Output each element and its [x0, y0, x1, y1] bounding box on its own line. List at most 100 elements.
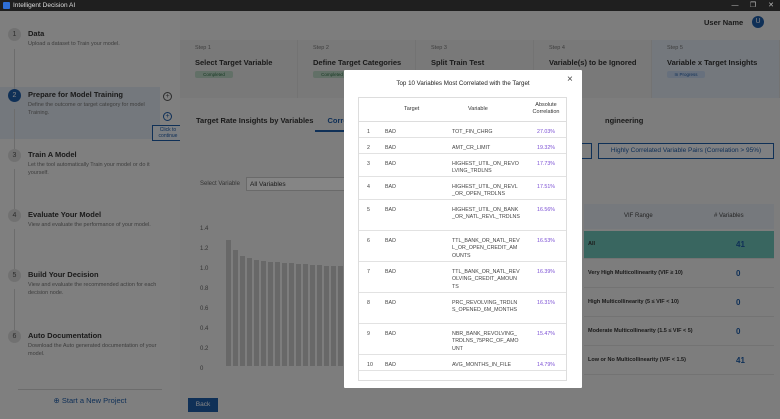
y-tick: 0.8 [200, 286, 209, 292]
vif-row-count: 0 [736, 269, 741, 278]
sidebar: 1 Data Upload a dataset to Train your mo… [0, 11, 184, 419]
chart-bar [226, 240, 231, 366]
tab-target-rate[interactable]: Target Rate Insights by Variables [196, 116, 314, 125]
vif-row-label: High Multicollinearity (5 ≤ VIF < 10) [588, 299, 679, 305]
step-number: 5 [8, 269, 21, 282]
new-project-button[interactable]: ⊕ Start a New Project [18, 389, 162, 405]
vif-row-count: 0 [736, 298, 741, 307]
vif-row-very-high[interactable]: Very High Multicollinearity (VIF ≥ 10) 0 [584, 260, 774, 288]
row-target: BAD [382, 121, 450, 138]
row-target: BAD [382, 137, 450, 154]
app-logo-icon [3, 2, 10, 9]
row-target: BAD [382, 261, 450, 293]
wizard-step-5[interactable]: Step 5 Variable x Target Insights In Pro… [652, 40, 780, 98]
row-target: BAD [382, 176, 450, 200]
step-number: 2 [8, 89, 21, 102]
minimize-button[interactable]: — [731, 2, 739, 9]
vif-row-count: 0 [736, 327, 741, 336]
maximize-button[interactable]: ❐ [749, 2, 757, 9]
wizard-step-1[interactable]: Step 1 Select Target Variable Completed [180, 40, 298, 98]
vif-row-low[interactable]: Low or No Multicollinearity (VIF < 1.5) … [584, 347, 774, 375]
row-variable: PRC_REVOLVING_TRDLNS_OPENED_6M_MONTHS [450, 292, 524, 324]
row-index: 8 [359, 292, 382, 324]
table-row: 3 BAD HIGHEST_UTIL_ON_REVOLVING_TRDLNS 17.7… [359, 153, 566, 177]
row-index: 9 [359, 323, 382, 355]
tab-correlation[interactable]: Correla [327, 116, 354, 125]
y-tick: 0.6 [200, 306, 209, 312]
modal-title: Top 10 Variables Most Correlated with th… [396, 80, 530, 87]
row-target: BAD [382, 199, 450, 231]
step-description: View and evaluate the recommended action… [28, 282, 157, 296]
chart-bar [261, 261, 266, 366]
step-connector [14, 109, 15, 155]
wizard-step-number: Step 4 [549, 45, 565, 51]
wizard-step-title: Define Target Categories [313, 58, 402, 67]
y-tick: 0 [200, 366, 204, 372]
wizard-step-number: Step 1 [195, 45, 211, 51]
continue-icon[interactable]: + [163, 112, 172, 121]
row-target: BAD [382, 230, 450, 262]
add-icon[interactable]: + [163, 92, 172, 101]
row-variable: AMT_CR_LIMIT [450, 137, 524, 154]
step-connector [14, 229, 15, 275]
row-correlation: 19.32% [524, 137, 566, 154]
chart-bar [247, 258, 252, 366]
vif-row-all[interactable]: All 41 [584, 231, 774, 259]
row-correlation: 17.73% [524, 153, 566, 177]
step-number: 6 [8, 330, 21, 343]
step-title: Train A Model [28, 150, 77, 159]
correlation-table[interactable]: Target Variable Absolute Correlation 1 BA… [358, 97, 567, 381]
row-correlation: 16.53% [524, 230, 566, 262]
top-variables-modal: Top 10 Variables Most Correlated with th… [344, 70, 582, 388]
step-description: Let the tool automatically Train your mo… [28, 162, 150, 176]
wizard-step-number: Step 5 [667, 45, 683, 51]
step-description: Upload a dataset to Train your model. [28, 41, 120, 47]
row-correlation: 16.56% [524, 199, 566, 231]
table-row: 7 BAD TTL_BANK_OR_NATL_REVOLVING_CREDIT_AM… [359, 261, 566, 293]
avatar[interactable]: U [752, 16, 764, 28]
table-row: 1 BAD TOT_FIN_CHRG 27.03% [359, 121, 566, 138]
step-description: Define the outcome or target category fo… [28, 102, 145, 116]
user-name: User Name [704, 18, 744, 27]
y-tick: 0.2 [200, 346, 209, 352]
highly-correlated-pairs-button[interactable]: Highly Correlated Variable Pairs (Correl… [598, 143, 774, 159]
row-index: 2 [359, 137, 382, 154]
vif-table-header: VIF Range # Variables [584, 204, 774, 229]
row-target: BAD [382, 292, 450, 324]
table-row: 2 BAD AMT_CR_LIMIT 19.32% [359, 137, 566, 154]
row-target: BAD [382, 323, 450, 355]
row-variable: HIGHEST_UTIL_ON_REVL_OR_OPEN_TRDLNS [450, 176, 524, 200]
chart-bar [289, 263, 294, 366]
close-window-button[interactable]: ✕ [768, 2, 774, 9]
vif-row-moderate[interactable]: Moderate Multicollinearity (1.5 ≤ VIF < … [584, 318, 774, 346]
column-header-target: Target [382, 98, 450, 122]
step-title: Data [28, 29, 45, 38]
vif-row-label: Low or No Multicollinearity (VIF < 1.5) [588, 357, 686, 363]
row-correlation: 16.39% [524, 261, 566, 293]
y-tick: 1.0 [200, 266, 209, 272]
chart-bar [240, 256, 245, 366]
plus-circle-icon: ⊕ [53, 396, 60, 405]
row-variable: TOT_FIN_CHRG [450, 121, 524, 138]
tab-feature-engineering[interactable]: ngineering [605, 116, 644, 125]
step-title: Evaluate Your Model [28, 210, 102, 219]
chart-bar [303, 264, 308, 366]
column-header-variable: Variable [450, 98, 524, 122]
tab-bar: Target Rate Insights by Variables Correl… [196, 116, 643, 125]
row-index: 1 [359, 121, 382, 138]
back-button[interactable]: Back [188, 398, 218, 412]
vif-row-high[interactable]: High Multicollinearity (5 ≤ VIF < 10) 0 [584, 289, 774, 317]
chart-bar [317, 265, 322, 366]
active-step-highlight [0, 87, 160, 139]
close-icon[interactable]: × [567, 74, 573, 85]
table-header-row: Target Variable Absolute Correlation [359, 98, 566, 122]
select-variable-dropdown[interactable]: All Variables [246, 177, 356, 191]
wizard-step-number: Step 3 [431, 45, 447, 51]
row-target: BAD [382, 354, 450, 371]
step-number: 4 [8, 209, 21, 222]
row-index: 3 [359, 153, 382, 177]
step-title: Auto Documentation [28, 331, 102, 340]
y-tick: 1.2 [200, 246, 209, 252]
vif-row-label: Very High Multicollinearity (VIF ≥ 10) [588, 270, 683, 276]
table-row: 10 BAD AVG_MONTHS_IN_FILE 14.79% [359, 354, 566, 371]
